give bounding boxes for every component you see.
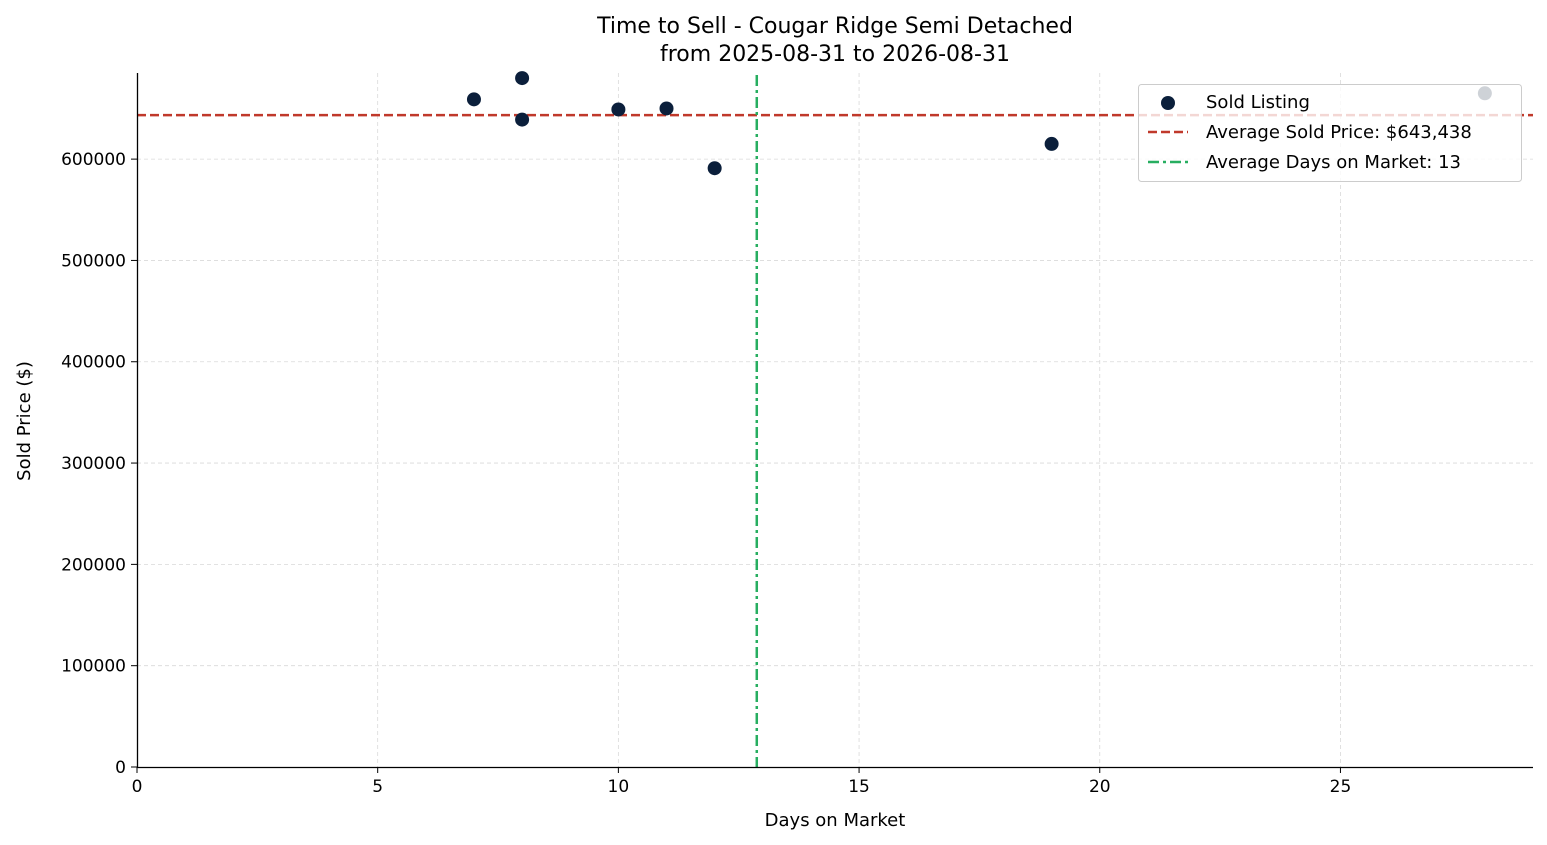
chart-title: Time to Sell - Cougar Ridge Semi Detache… bbox=[596, 14, 1073, 39]
legend-label-avg-days: Average Days on Market: 13 bbox=[1206, 152, 1461, 173]
y-axis-label: Sold Price ($) bbox=[14, 361, 35, 481]
y-tick-label: 600000 bbox=[61, 150, 126, 170]
y-tick-label: 0 bbox=[115, 758, 126, 778]
x-tick-label: 15 bbox=[848, 777, 870, 797]
x-tick-label: 25 bbox=[1330, 777, 1352, 797]
sold-listing-point bbox=[1044, 136, 1059, 151]
x-tick-label: 0 bbox=[132, 777, 143, 797]
sold-listing-point bbox=[659, 101, 674, 116]
legend-label-sold-listing: Sold Listing bbox=[1206, 92, 1310, 113]
y-tick-label: 100000 bbox=[61, 657, 126, 677]
y-tick-label: 500000 bbox=[61, 251, 126, 271]
x-tick-label: 20 bbox=[1089, 777, 1111, 797]
x-axis-label: Days on Market bbox=[765, 810, 906, 831]
sold-listing-point bbox=[515, 112, 530, 127]
x-ticks: 0 5 10 15 20 25 bbox=[132, 767, 1352, 797]
sold-listing-point bbox=[466, 92, 481, 107]
legend: Sold Listing Average Sold Price: $643,43… bbox=[1138, 84, 1522, 182]
y-ticks: 0 100000 200000 300000 400000 500000 600000 bbox=[61, 150, 137, 778]
x-tick-label: 5 bbox=[372, 777, 383, 797]
y-tick-label: 200000 bbox=[61, 555, 126, 575]
y-tick-label: 300000 bbox=[61, 454, 126, 474]
legend-box bbox=[1138, 84, 1522, 182]
sold-listing-point bbox=[707, 161, 722, 176]
y-tick-label: 400000 bbox=[61, 353, 126, 373]
legend-label-avg-price: Average Sold Price: $643,438 bbox=[1206, 122, 1472, 143]
chart-subtitle: from 2025-08-31 to 2026-08-31 bbox=[660, 42, 1010, 67]
x-tick-label: 10 bbox=[608, 777, 630, 797]
sold-listing-point bbox=[611, 102, 626, 117]
legend-marker-sold-listing bbox=[1161, 96, 1175, 110]
grid bbox=[137, 73, 1533, 767]
sold-listing-point bbox=[515, 71, 530, 86]
